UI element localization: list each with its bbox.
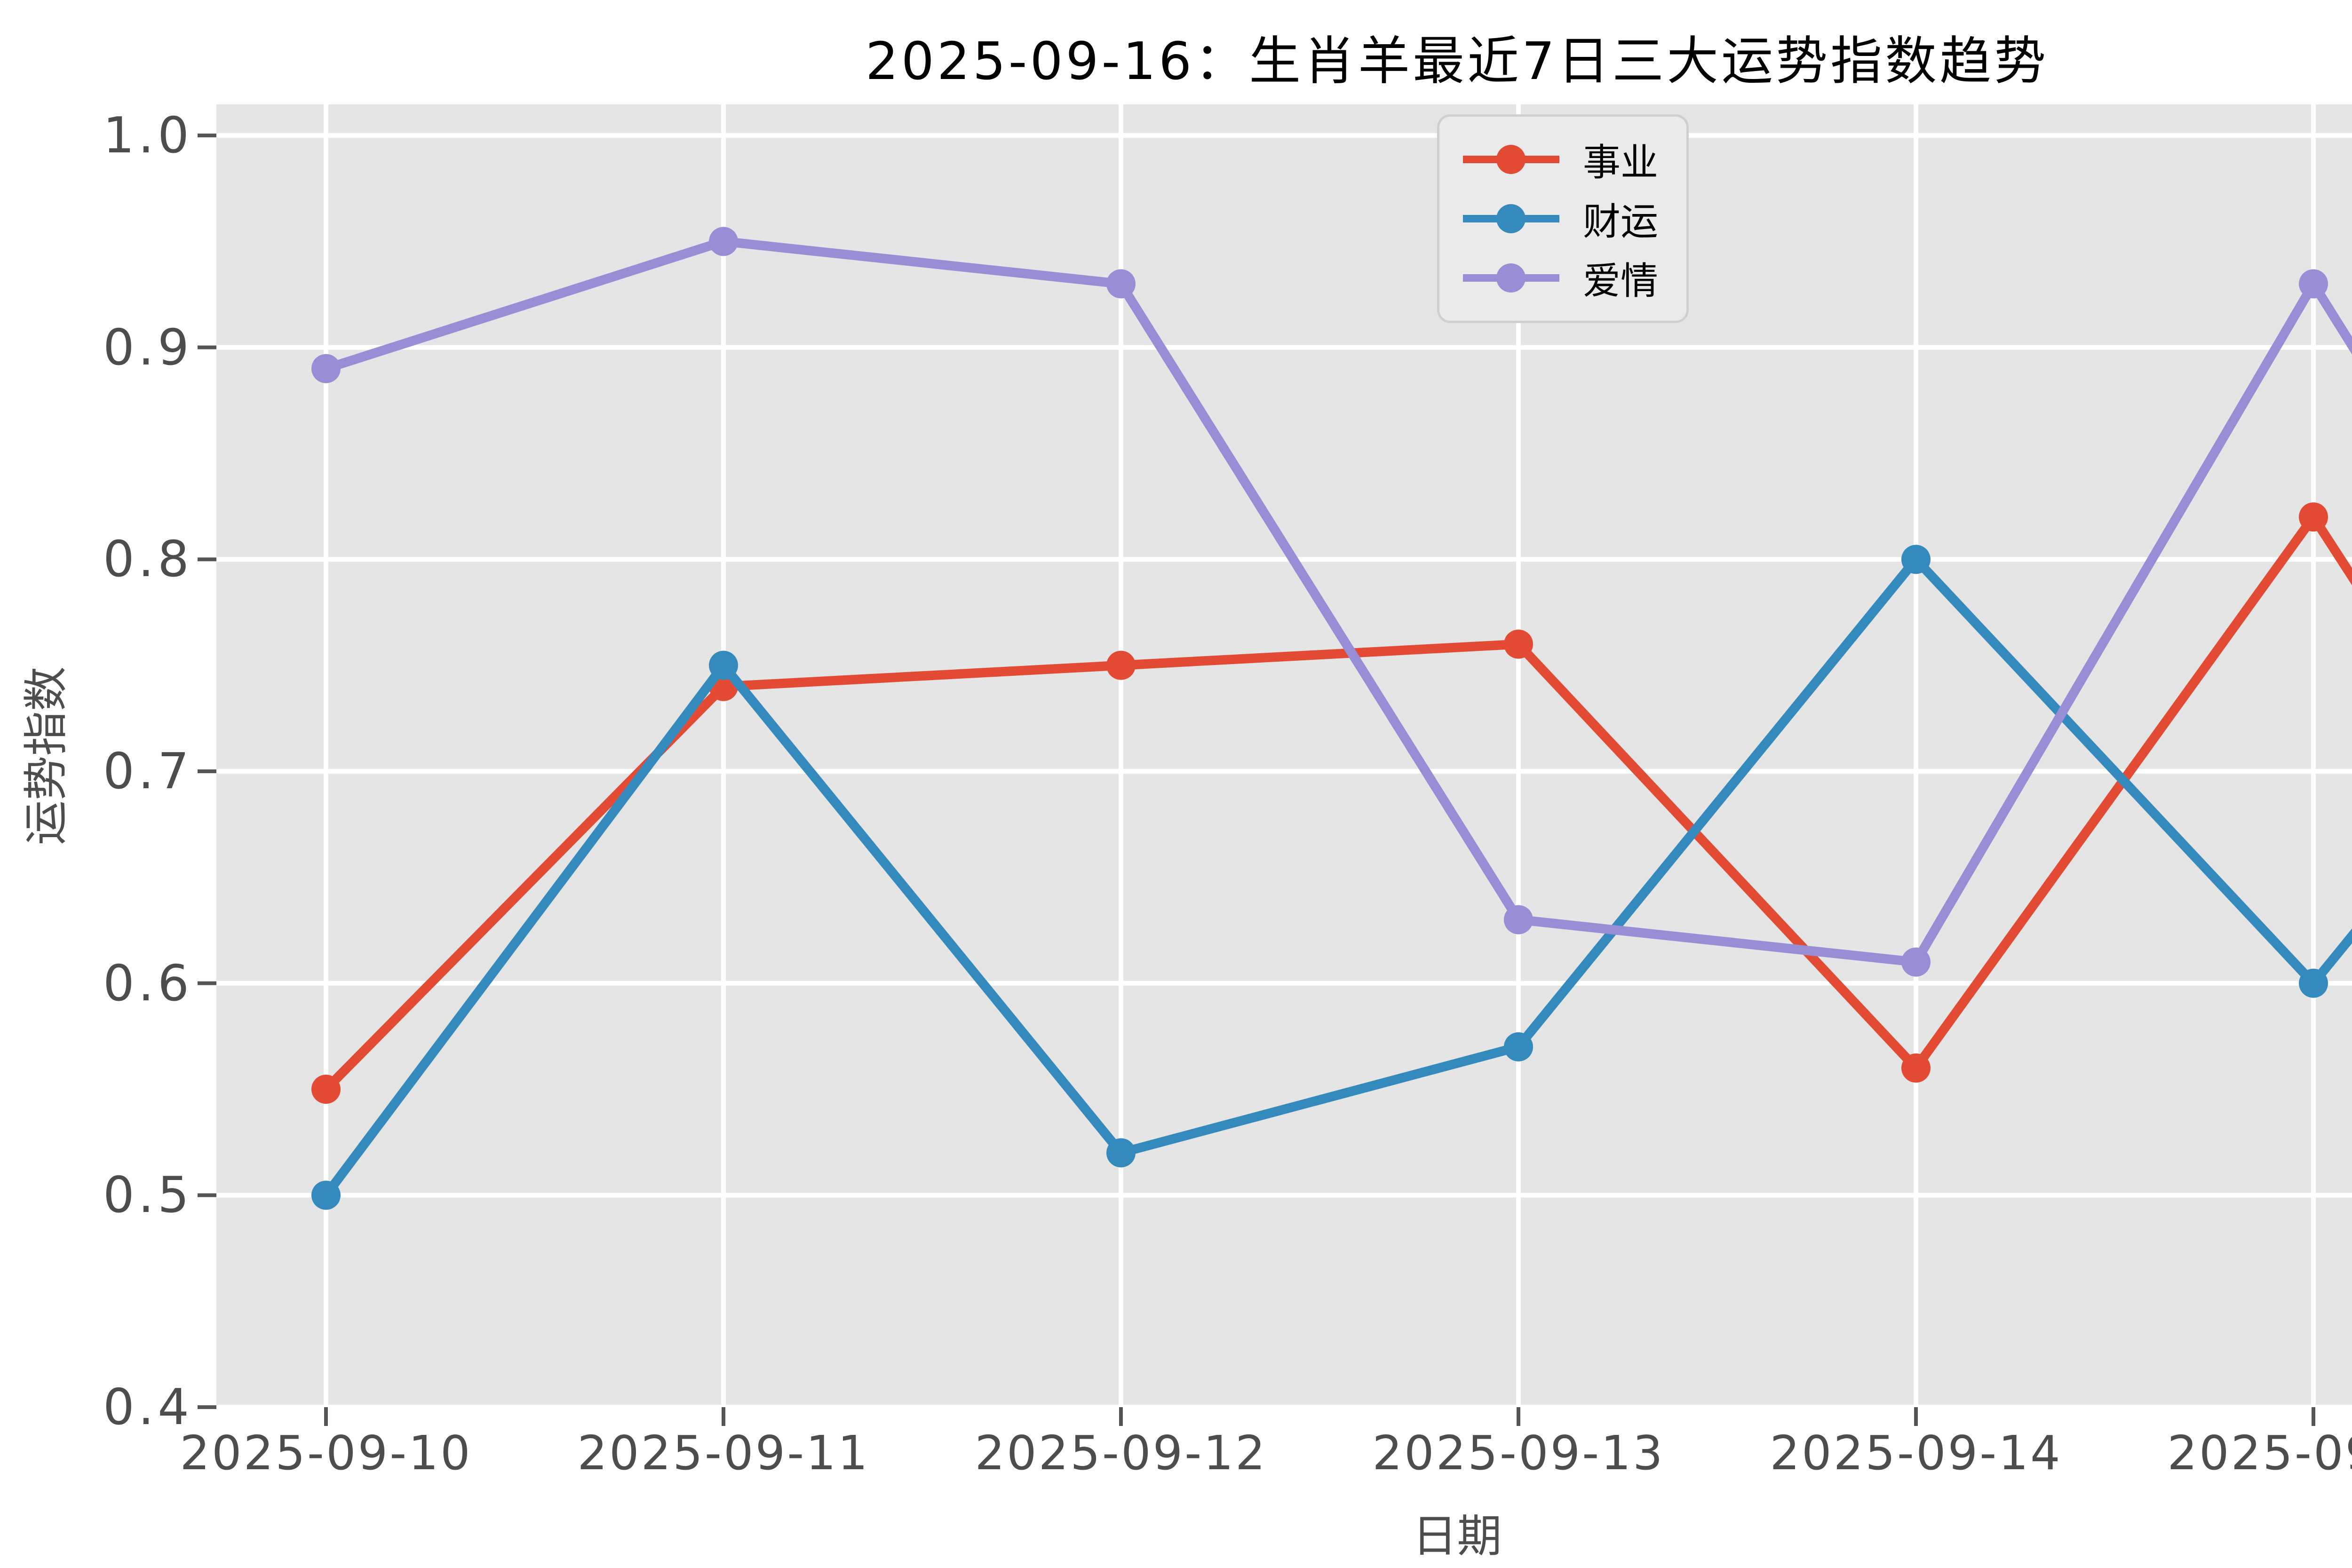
y-tick-label: 0.7 <box>103 743 193 800</box>
x-tick-label: 2025-09-12 <box>975 1425 1267 1481</box>
chart-title: 2025-09-16：生肖羊最近7日三大运势指数趋势 <box>865 31 2049 91</box>
data-point-marker-事业 <box>1504 629 1533 659</box>
data-point-marker-财运 <box>1106 1138 1136 1168</box>
legend-label: 事业 <box>1583 141 1658 184</box>
y-tick-label: 0.6 <box>103 954 193 1012</box>
x-tick-label: 2025-09-10 <box>180 1425 472 1481</box>
data-point-marker-财运 <box>311 1180 341 1210</box>
x-tick-label: 2025-09-11 <box>577 1425 870 1481</box>
legend-label: 爱情 <box>1583 259 1658 303</box>
plot-area <box>216 104 2352 1407</box>
y-tick-label: 1.0 <box>103 107 193 164</box>
legend-swatch <box>1463 204 1559 233</box>
data-point-marker-财运 <box>2299 968 2328 998</box>
y-tick-label: 0.4 <box>103 1378 193 1436</box>
data-point-marker-财运 <box>1504 1032 1533 1061</box>
legend-label: 财运 <box>1583 200 1658 244</box>
legend-swatch <box>1463 263 1559 293</box>
x-tick-label: 2025-09-14 <box>1770 1425 2062 1481</box>
legend-marker <box>1496 263 1526 293</box>
data-point-marker-爱情 <box>311 354 341 383</box>
data-point-marker-事业 <box>2299 502 2328 532</box>
data-point-marker-事业 <box>1901 1053 1931 1083</box>
data-point-marker-爱情 <box>1106 269 1136 299</box>
y-tick-label: 0.8 <box>103 531 193 588</box>
data-point-marker-爱情 <box>1901 947 1931 977</box>
data-point-marker-爱情 <box>1504 905 1533 934</box>
data-point-marker-事业 <box>311 1075 341 1104</box>
data-point-marker-事业 <box>1106 650 1136 680</box>
x-tick-label: 2025-09-15 <box>2167 1425 2352 1481</box>
y-tick-label: 0.9 <box>103 318 193 376</box>
legend: 事业 财运 爱情 <box>1437 114 1689 323</box>
data-point-marker-爱情 <box>2299 269 2328 299</box>
legend-marker <box>1496 145 1526 174</box>
data-point-marker-财运 <box>709 650 738 680</box>
y-tick-label: 0.5 <box>103 1166 193 1224</box>
data-point-marker-爱情 <box>709 227 738 256</box>
x-tick-label: 2025-09-13 <box>1372 1425 1665 1481</box>
data-point-marker-财运 <box>1901 545 1931 574</box>
legend-swatch <box>1463 145 1559 174</box>
legend-item: 财运 <box>1461 189 1658 248</box>
legend-marker <box>1496 204 1526 233</box>
x-axis-label: 日期 <box>1412 1511 1502 1562</box>
legend-item: 爱情 <box>1461 248 1658 308</box>
legend-item: 事业 <box>1461 130 1658 189</box>
